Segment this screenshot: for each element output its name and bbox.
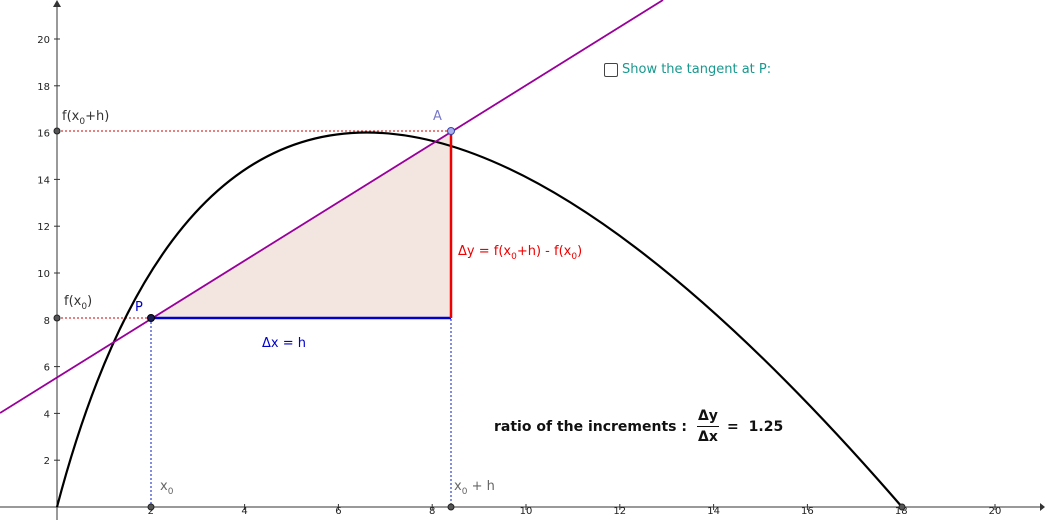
secant-line: [0, 0, 664, 414]
y-tick-label: 2: [44, 456, 50, 467]
label-x0-plus-h: x0 + h: [454, 479, 495, 497]
x-tick-label: 8: [429, 506, 435, 517]
function-curve: [55, 131, 903, 508]
y-tick-label: 8: [44, 316, 50, 327]
ratio-equals: =: [726, 418, 739, 435]
label-delta-x: Δx = h: [262, 336, 306, 351]
label-f-x0: f(x0): [64, 294, 92, 312]
show-tangent-label[interactable]: Show the tangent at P:: [622, 62, 772, 77]
x-tick-label: 16: [801, 506, 814, 517]
label-f-x0-plus-h: f(x0+h): [62, 109, 109, 127]
point-A[interactable]: [447, 127, 455, 135]
y-tick-label: 6: [44, 363, 50, 374]
x-tick-label: 4: [241, 506, 247, 517]
x-tick-label: 6: [335, 506, 341, 517]
label-P: P: [135, 300, 143, 315]
show-tangent-checkbox[interactable]: Show the tangent at P:: [604, 62, 771, 77]
ratio-display: ratio of the increments : Δy Δx = 1.25: [494, 408, 783, 445]
label-A: A: [433, 109, 442, 124]
ratio-prefix: ratio of the increments :: [494, 418, 687, 435]
y-tick-label: 20: [37, 35, 50, 46]
ratio-numerator: Δy: [696, 408, 719, 427]
y-tick-label: 16: [37, 129, 50, 140]
x-axis-ticks: 2 4 6 8 10 12 14 16 18 20: [148, 504, 1002, 517]
point-x0h-marker: [447, 503, 455, 511]
x-tick-label: 2: [148, 506, 154, 517]
y-tick-label: 14: [37, 175, 50, 186]
x-tick-label: 14: [707, 506, 720, 517]
checkbox-box[interactable]: [604, 62, 618, 77]
ratio-denominator: Δx: [698, 429, 718, 445]
y-tick-label: 18: [37, 82, 50, 93]
y-tick-label: 10: [37, 269, 50, 280]
x-tick-label: 18: [895, 506, 908, 517]
ratio-fraction: Δy Δx: [696, 408, 719, 445]
y-tick-label: 12: [37, 222, 50, 233]
point-fx0h-marker: [53, 127, 61, 135]
ratio-value: 1.25: [748, 418, 784, 435]
label-x0: x0: [160, 479, 174, 497]
x-tick-label: 12: [613, 506, 626, 517]
point-P[interactable]: [147, 314, 155, 322]
label-delta-y: Δy = f(x0+h) - f(x0): [458, 244, 582, 262]
point-root-marker: [898, 503, 906, 511]
point-x0-marker: [147, 503, 155, 511]
x-tick-label: 10: [520, 506, 533, 517]
point-fx0-marker: [53, 314, 61, 322]
y-tick-label: 4: [44, 409, 50, 420]
x-tick-label: 20: [989, 506, 1002, 517]
